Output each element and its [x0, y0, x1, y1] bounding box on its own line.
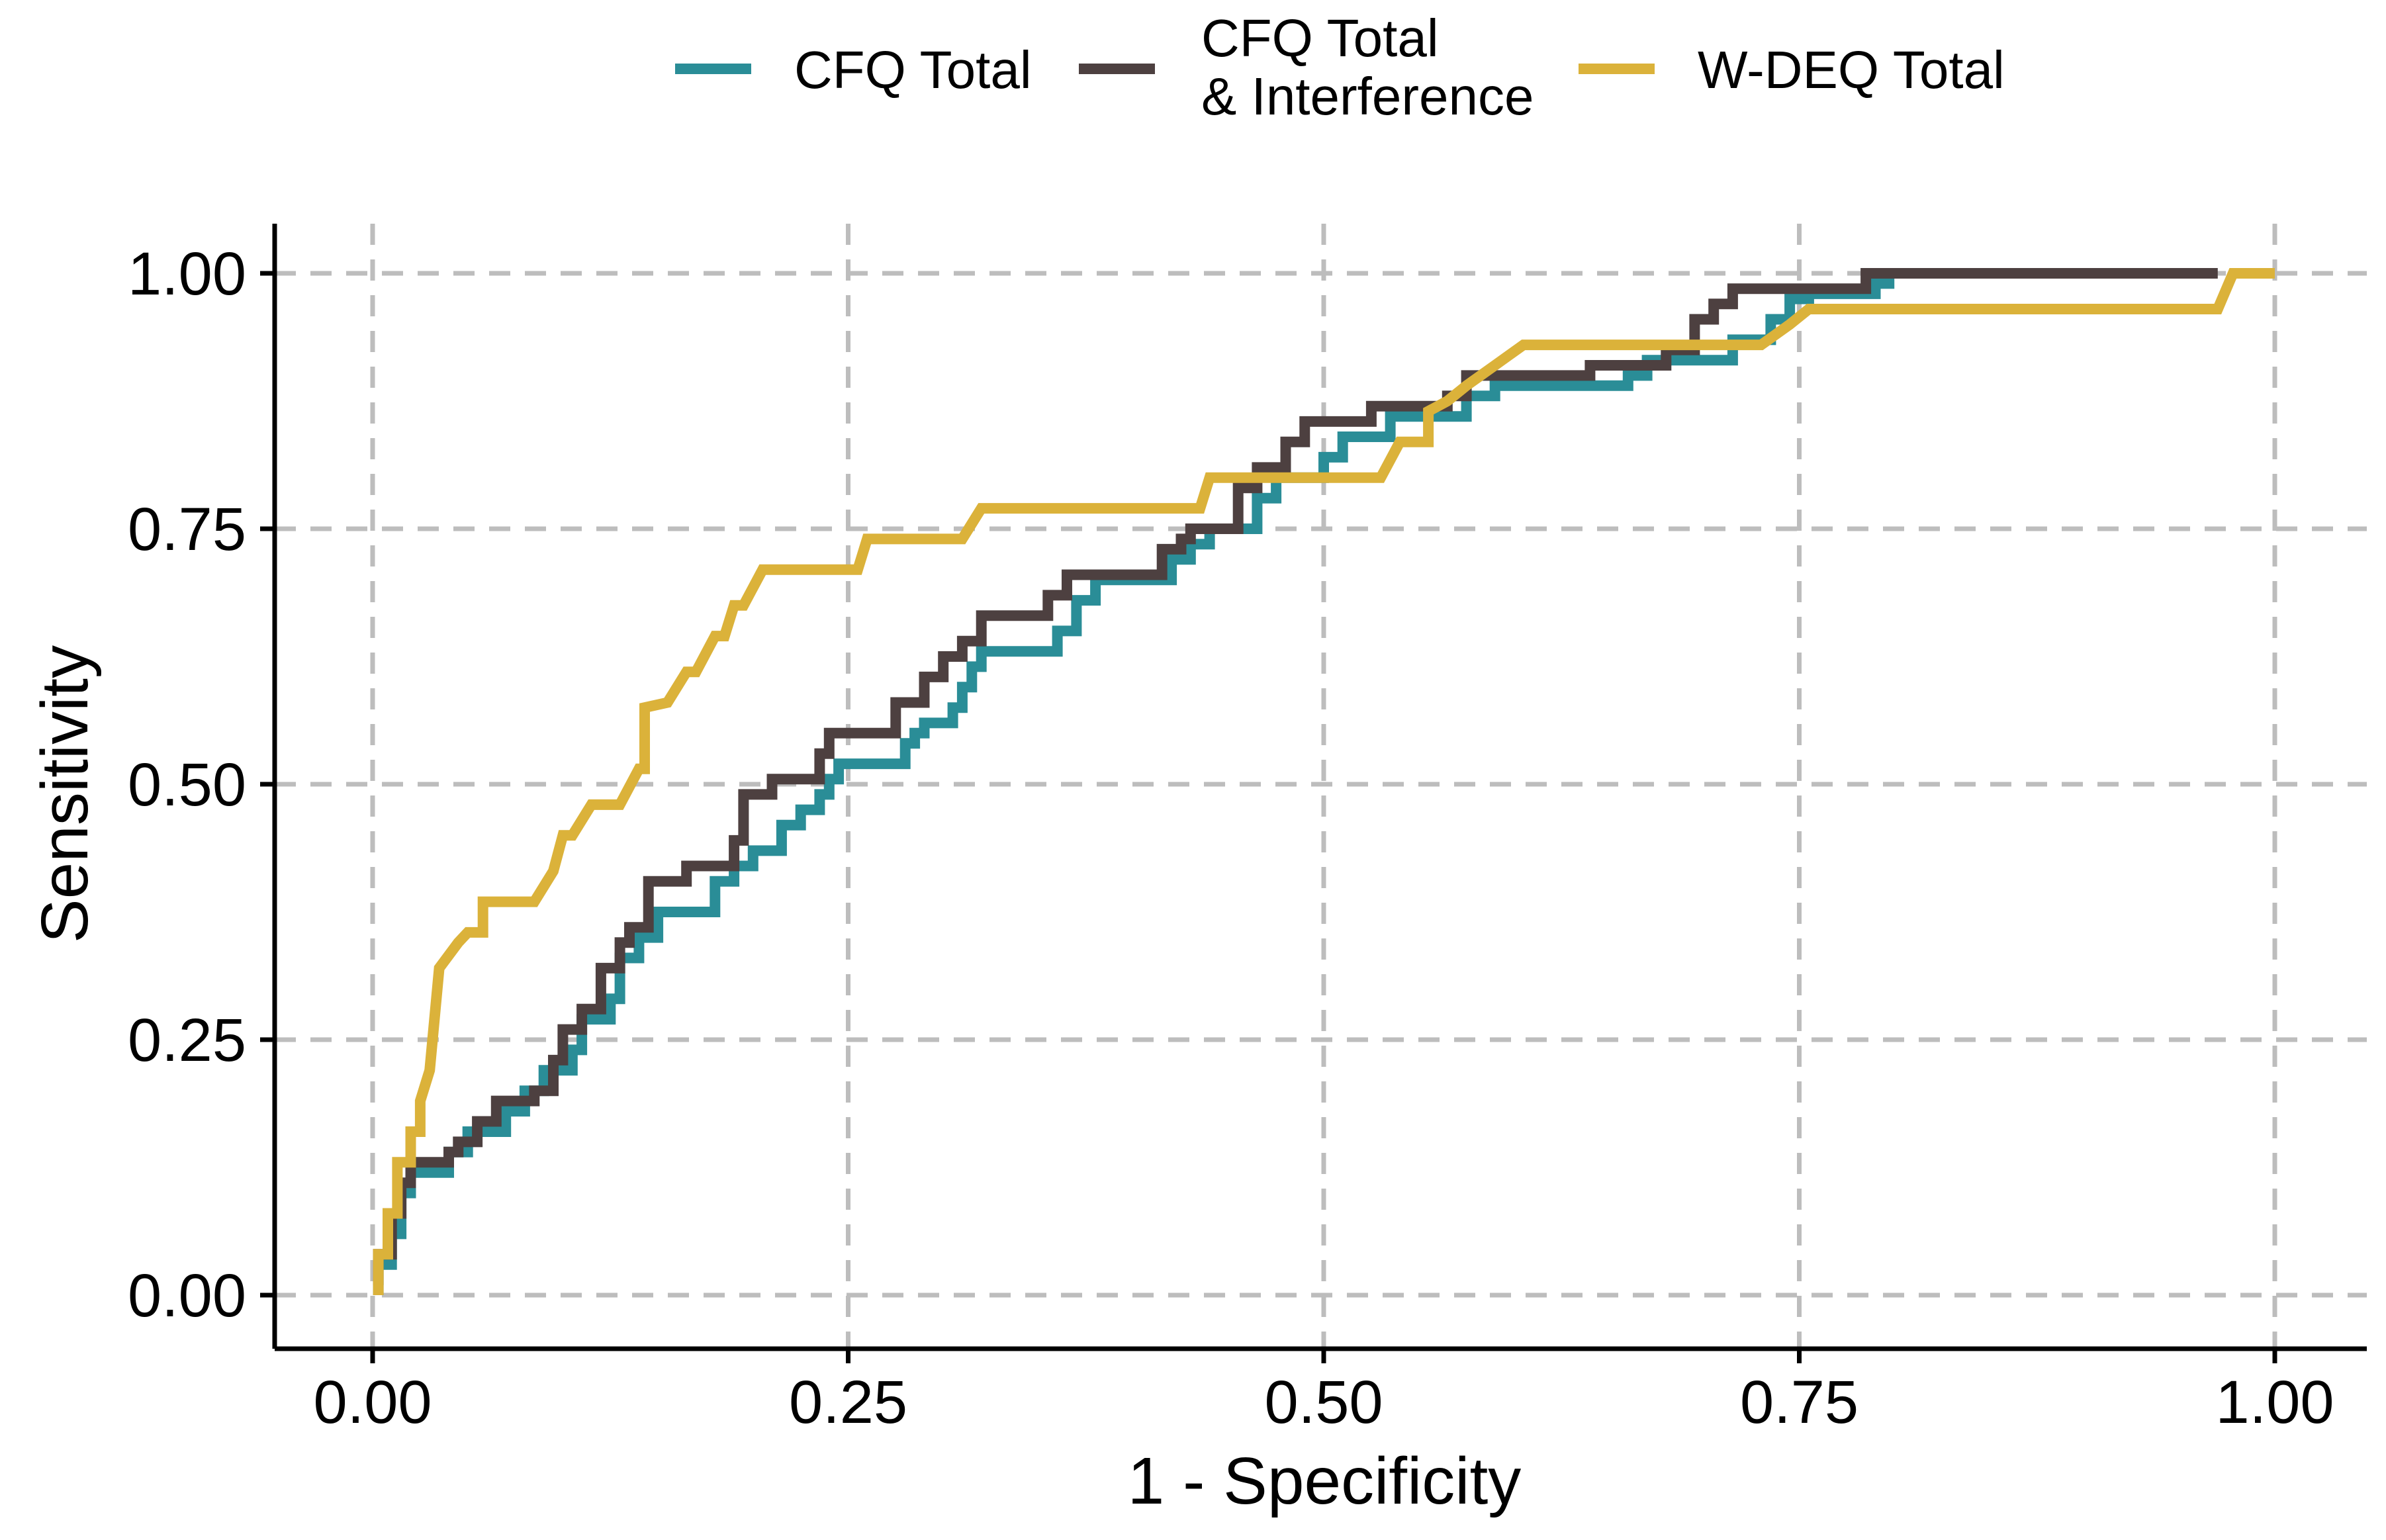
series-line-cfq-total-interference [373, 268, 2218, 1285]
x-axis-title: 1 - Specificity [1128, 1444, 1522, 1518]
y-tick-label: 0.75 [128, 496, 246, 563]
x-tick-label: 1.00 [2215, 1369, 2334, 1436]
x-tick-label: 0.00 [313, 1369, 432, 1436]
x-tick-label: 0.75 [1740, 1369, 1858, 1436]
series-line-w-deq-total [373, 268, 2275, 1295]
legend-label-cfq-total: CFQ Total [794, 40, 1032, 99]
series-layer [373, 268, 2275, 1295]
y-tick-label: 0.00 [128, 1262, 246, 1330]
tick-layer: 0.00 0.25 0.50 0.75 1.00 0.00 0.25 0.50 0.75 1.00 [128, 240, 2334, 1436]
y-tick-label: 0.50 [128, 751, 246, 819]
y-tick-label: 0.25 [128, 1007, 246, 1074]
series-line-cfq-total [373, 278, 1895, 1295]
y-tick-label: 1.00 [128, 240, 246, 308]
grid-layer [275, 224, 2367, 1349]
legend-label-w-deq-total: W-DEQ Total [1698, 40, 2005, 99]
x-tick-label: 0.25 [789, 1369, 907, 1436]
legend-label-cfq-total-interference: & Interference [1201, 67, 1534, 126]
legend-label-cfq-total-interference: CFQ Total [1201, 9, 1439, 68]
y-axis-title: Sensitivity [28, 645, 102, 943]
x-tick-label: 0.50 [1264, 1369, 1383, 1436]
